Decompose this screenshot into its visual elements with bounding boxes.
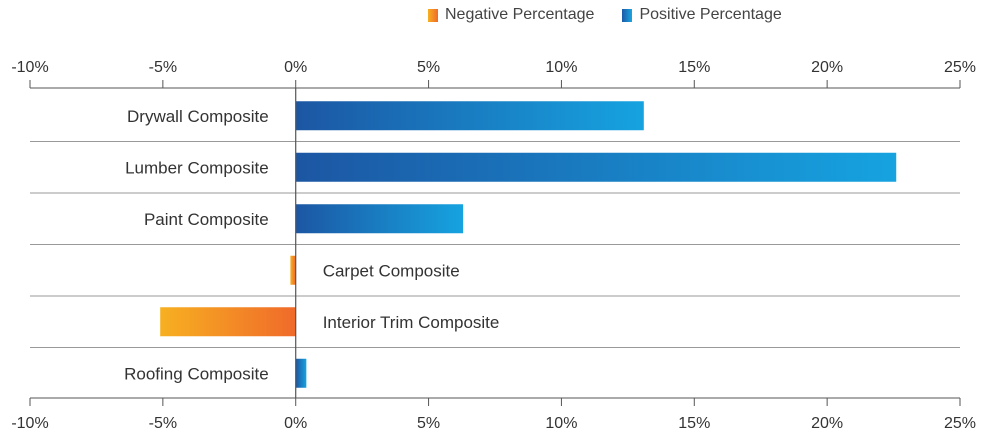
top-tick-label: -5% xyxy=(149,59,177,76)
category-label: Paint Composite xyxy=(144,210,269,229)
bottom-tick-label: 10% xyxy=(545,415,577,432)
bottom-tick-label: 15% xyxy=(678,415,710,432)
top-tick-label: 15% xyxy=(678,59,710,76)
bottom-tick-label: 20% xyxy=(811,415,843,432)
bottom-tick-label: -10% xyxy=(11,415,48,432)
category-label: Drywall Composite xyxy=(127,107,269,126)
legend-label-negative: Negative Percentage xyxy=(445,6,595,23)
labels: -10% -10% -5% -5% 0% 0% 5% 5% 10% 10% 15% 15% 20% 20%… xyxy=(11,59,976,432)
bar-roofing-composite xyxy=(295,358,307,388)
top-tick-label: 0% xyxy=(284,59,307,76)
bottom-tick-label: 0% xyxy=(284,415,307,432)
category-label: Carpet Composite xyxy=(323,261,460,280)
legend-swatch-negative xyxy=(428,8,438,22)
top-tick-label: 20% xyxy=(811,59,843,76)
category-label: Lumber Composite xyxy=(125,158,269,177)
bar-paint-composite xyxy=(295,204,464,234)
axes xyxy=(29,80,961,406)
bar-carpet-composite xyxy=(290,255,296,285)
top-tick-label: 10% xyxy=(545,59,577,76)
legend-item-positive: Positive Percentage xyxy=(622,6,782,24)
bottom-tick-label: -5% xyxy=(149,415,177,432)
chart-legend: Negative Percentage Positive Percentage xyxy=(428,6,782,24)
category-label: Roofing Composite xyxy=(124,364,269,383)
bar-drywall-composite xyxy=(295,101,644,131)
top-tick-label: 25% xyxy=(944,59,976,76)
legend-label-positive: Positive Percentage xyxy=(639,6,782,23)
bar-interior-trim-composite xyxy=(160,307,296,337)
bars xyxy=(160,101,897,388)
legend-swatch-positive xyxy=(622,8,633,22)
category-label: Interior Trim Composite xyxy=(323,313,500,332)
bar-lumber-composite xyxy=(295,152,897,182)
legend-item-negative: Negative Percentage xyxy=(428,6,594,24)
bottom-tick-label: 25% xyxy=(944,415,976,432)
grid-lines xyxy=(30,141,960,348)
top-tick-label: 5% xyxy=(417,59,440,76)
bottom-tick-label: 5% xyxy=(417,415,440,432)
top-tick-label: -10% xyxy=(11,59,48,76)
